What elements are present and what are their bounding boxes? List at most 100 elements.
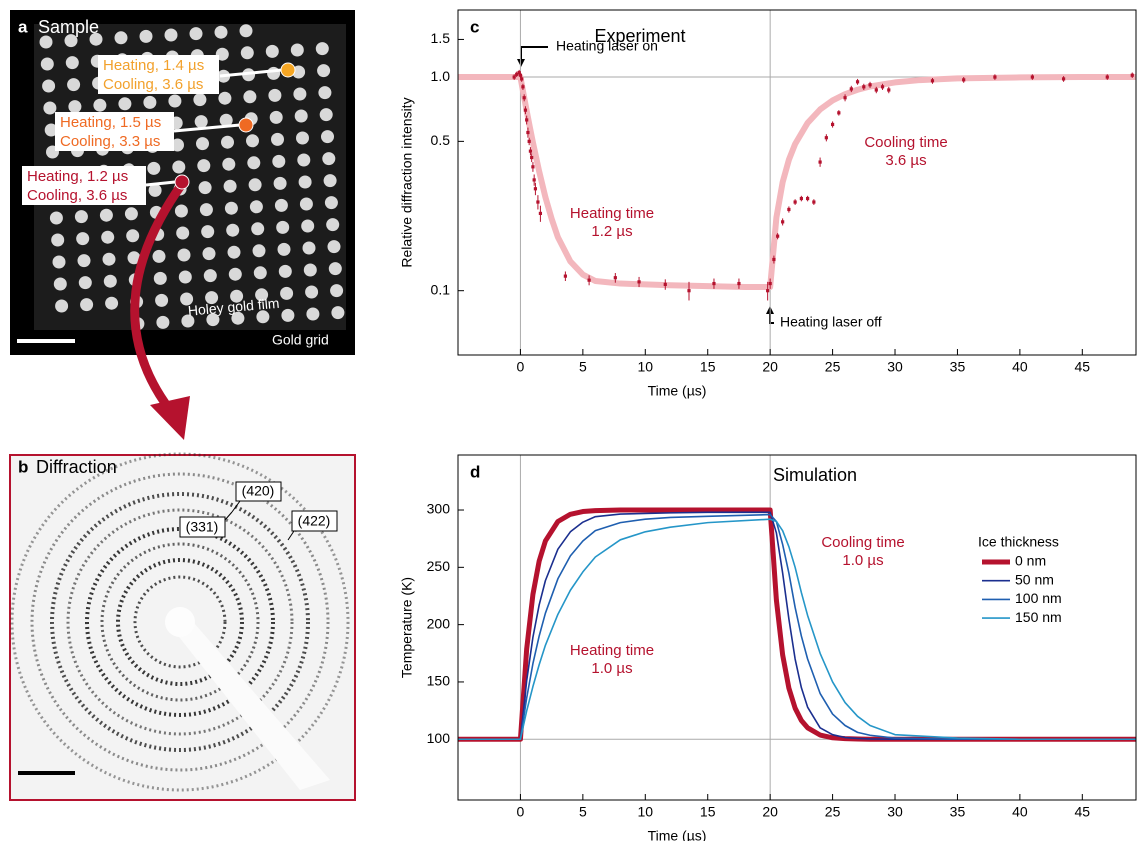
- chart-title: Simulation: [773, 465, 857, 485]
- hole: [172, 160, 186, 174]
- hole: [328, 262, 342, 276]
- reflection-label: (420): [242, 483, 275, 499]
- arrow-body: [130, 181, 186, 413]
- hole: [201, 225, 215, 239]
- legend-label: 0 nm: [1015, 553, 1046, 569]
- y-tick-label: 250: [427, 558, 451, 574]
- data-point: [531, 165, 535, 169]
- hole: [164, 28, 178, 42]
- hole: [171, 138, 184, 152]
- hole: [296, 131, 309, 145]
- panel-a: a Sample Heating, 1.4 µs Cooling, 3.6 µs…: [10, 10, 355, 355]
- data-point: [737, 281, 741, 286]
- hole: [303, 263, 317, 277]
- hole: [249, 200, 263, 214]
- hole: [228, 267, 242, 281]
- data-point: [520, 77, 524, 81]
- data-point: [1105, 75, 1109, 79]
- x-tick-label: 15: [700, 359, 716, 375]
- data-point: [613, 276, 617, 280]
- x-tick-label: 0: [517, 804, 525, 820]
- hole: [317, 64, 331, 78]
- hole: [224, 201, 238, 215]
- data-point: [532, 178, 536, 182]
- x-tick-label: 30: [887, 359, 903, 375]
- hole: [280, 286, 294, 300]
- panel-d-labels: d Simulation Heating time 1.0 µs Cooling…: [470, 462, 905, 676]
- hole: [177, 248, 191, 262]
- data-point: [533, 187, 538, 191]
- data-point: [768, 281, 772, 286]
- film-label: Holey gold film: [187, 295, 280, 319]
- hole: [253, 266, 267, 280]
- x-tick-label: 45: [1075, 359, 1091, 375]
- hole: [294, 109, 308, 123]
- data-point: [563, 274, 567, 278]
- arrow-head: [150, 396, 190, 440]
- hole: [248, 178, 262, 192]
- hole: [202, 247, 216, 261]
- legend-title: Ice thickness: [978, 534, 1059, 550]
- hole: [127, 251, 141, 265]
- hole: [176, 226, 190, 240]
- hole: [49, 211, 63, 225]
- hole: [93, 98, 107, 112]
- data-point: [993, 75, 997, 79]
- reflection-label: (331): [186, 519, 219, 535]
- hole: [326, 218, 340, 232]
- hole: [306, 307, 320, 321]
- data-point: [687, 289, 691, 293]
- hole: [78, 276, 92, 290]
- annotation: Cooling time: [864, 134, 947, 151]
- callout-box: [55, 112, 174, 151]
- data-point: [536, 200, 540, 204]
- ring: [133, 575, 227, 669]
- hole: [39, 35, 53, 49]
- data-point: [525, 118, 529, 122]
- hole: [67, 78, 81, 92]
- callout-text: Cooling, 3.6 µs: [27, 187, 127, 204]
- hole: [246, 134, 259, 148]
- x-axis-label: Time (µs): [648, 828, 707, 841]
- hole: [42, 79, 56, 93]
- reflection-pointer: [287, 530, 295, 541]
- x-tick-label: 40: [1012, 359, 1028, 375]
- data-point: [712, 281, 716, 286]
- hole: [214, 25, 228, 39]
- location-dot: [238, 117, 254, 133]
- hole: [218, 91, 232, 105]
- data-point: [862, 85, 866, 89]
- data-point: [818, 160, 822, 164]
- plot-frame: [457, 454, 1137, 801]
- x-tick-label: 25: [825, 359, 841, 375]
- data-point: [824, 136, 828, 140]
- hole: [101, 230, 115, 244]
- data-point: [538, 211, 543, 216]
- data-point: [855, 80, 860, 84]
- hole: [272, 154, 286, 168]
- ring: [10, 452, 350, 792]
- hole: [80, 298, 94, 312]
- series-line: [458, 518, 1136, 741]
- hole: [276, 220, 290, 234]
- hole: [52, 255, 66, 269]
- hole: [196, 137, 209, 151]
- panel-title: Sample: [38, 17, 99, 37]
- hole: [189, 27, 203, 41]
- hole: [148, 183, 162, 197]
- data-point: [663, 282, 667, 287]
- hole: [89, 32, 103, 46]
- hole: [180, 292, 194, 306]
- hole: [74, 210, 88, 224]
- data-point: [766, 289, 770, 293]
- hole: [323, 174, 337, 188]
- data-point: [527, 139, 531, 143]
- beam-stop: [165, 607, 195, 637]
- data-point: [1130, 73, 1134, 77]
- reflection-box: [179, 516, 226, 538]
- data-point: [1030, 75, 1034, 79]
- hole: [321, 130, 334, 144]
- callout-box: [22, 166, 146, 205]
- annotation: Cooling time: [821, 534, 904, 551]
- fit-curve: [458, 74, 1136, 291]
